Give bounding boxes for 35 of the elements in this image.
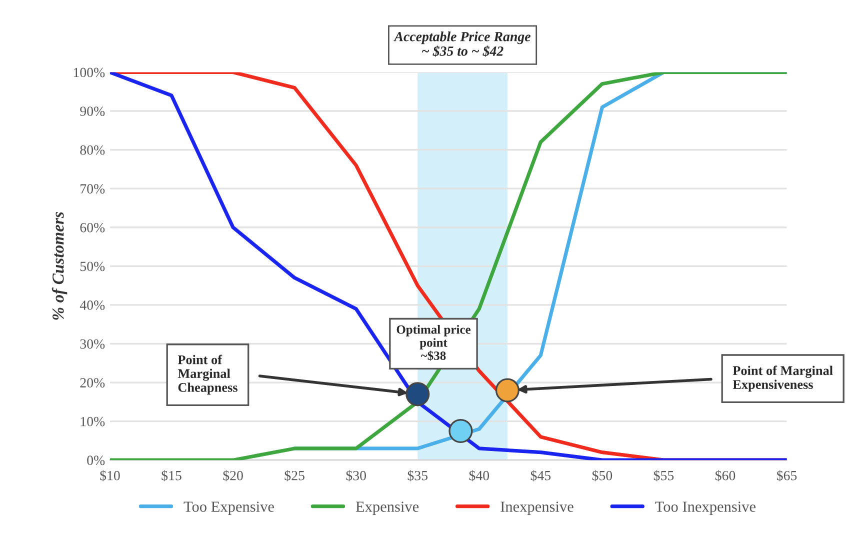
y-tick-label: 50% <box>80 262 105 272</box>
y-tick-label: 20% <box>80 378 105 388</box>
point <box>406 382 430 406</box>
point <box>448 418 473 444</box>
x-tick-label: $30 <box>346 470 366 482</box>
legend-label: Too Inexpensive <box>655 502 756 515</box>
y-tick-label: 60% <box>80 222 105 232</box>
y-tick-label: 70% <box>80 184 105 194</box>
y-tick-label: 30% <box>80 339 105 349</box>
y-tick-label: 10% <box>80 416 105 426</box>
legend-label: Too Expensive <box>184 502 274 515</box>
x-tick-label: $40 <box>469 470 490 482</box>
x-tick-label: $25 <box>284 470 304 482</box>
legend-label: Expensive <box>356 502 419 515</box>
x-tick-label: $50 <box>592 470 612 482</box>
y-tick-label: 80% <box>80 145 105 155</box>
annotation: Point of Marginal Expensiveness <box>732 366 833 392</box>
x-tick-label: $65 <box>776 470 797 482</box>
x-tick-label: $20 <box>223 470 243 482</box>
x-tick-label: $45 <box>530 470 551 482</box>
y-tick-label: 40% <box>80 300 105 310</box>
band-label: Acceptable Price Range ~ $35 to ~ $42 <box>394 32 530 57</box>
y-tick-label: 100% <box>74 68 105 78</box>
y-tick-label: 0% <box>87 456 105 466</box>
x-tick-label: $10 <box>100 470 120 482</box>
x-tick-label: $55 <box>654 470 674 482</box>
y-tick-label: 90% <box>80 106 105 116</box>
x-tick-label: $15 <box>162 470 182 482</box>
point <box>495 378 520 402</box>
x-tick-label: $60 <box>715 470 736 482</box>
x-tick-label: $35 <box>408 470 428 482</box>
annotation: Point of Marginal Cheapness <box>178 354 238 395</box>
annotation: Optimal price point ~$38 <box>396 325 470 361</box>
y-axis-title: % of Customers <box>52 212 68 320</box>
legend-label: Inexpensive <box>500 502 574 515</box>
